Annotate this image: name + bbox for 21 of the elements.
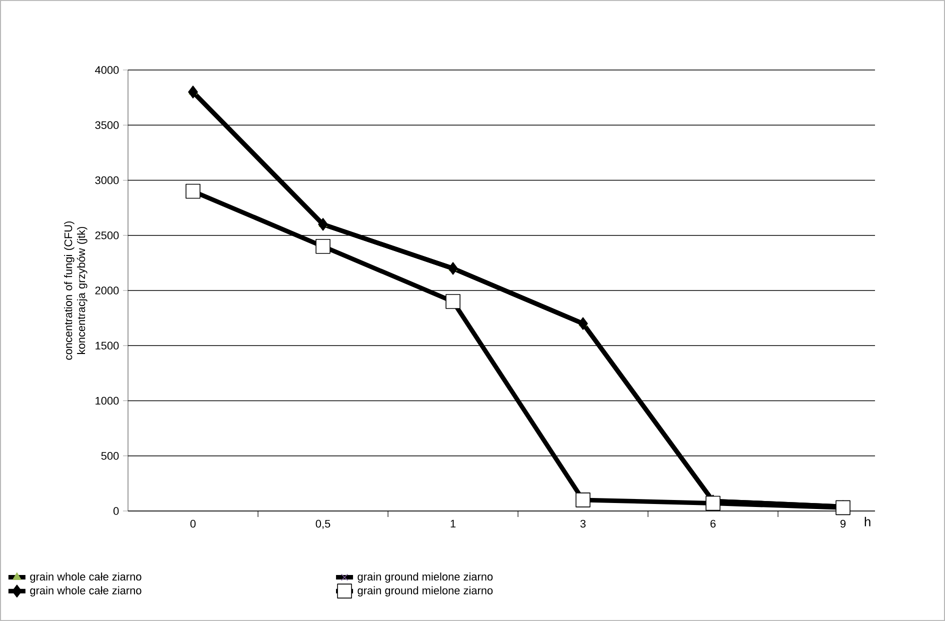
y-tick-label: 2500 — [95, 231, 119, 240]
y-tick-label: 2000 — [95, 286, 119, 294]
x-tick-label: 6 — [710, 520, 716, 528]
y-tick-label: 0 — [113, 507, 119, 515]
y-tick-label: 4000 — [95, 66, 119, 74]
legend-label: grain ground mielone ziarno — [358, 586, 493, 596]
legend-label: grain ground mielone ziarno — [358, 572, 493, 583]
legend-label: grain whole całe ziarno — [30, 572, 142, 583]
y-tick-label: 3500 — [95, 121, 119, 129]
y-tick-label: 1000 — [96, 396, 119, 405]
x-axis-title: h — [864, 516, 870, 526]
x-tick-label: 0 — [190, 520, 196, 528]
legend-label: grain whole całe ziarno — [30, 586, 142, 596]
y-axis-title: concentration of fungi (CFU) koncentracja grzybów (jtk) — [64, 221, 88, 360]
y-tick-label: 1500 — [96, 342, 119, 350]
y-tick-label: 3000 — [95, 176, 119, 184]
x-tick-label: 1 — [450, 520, 456, 528]
x-tick-label: 9 — [840, 520, 846, 528]
x-tick-label: 0,5 — [316, 520, 330, 529]
y-tick-label: 500 — [101, 452, 119, 460]
x-tick-label: 3 — [580, 520, 586, 528]
